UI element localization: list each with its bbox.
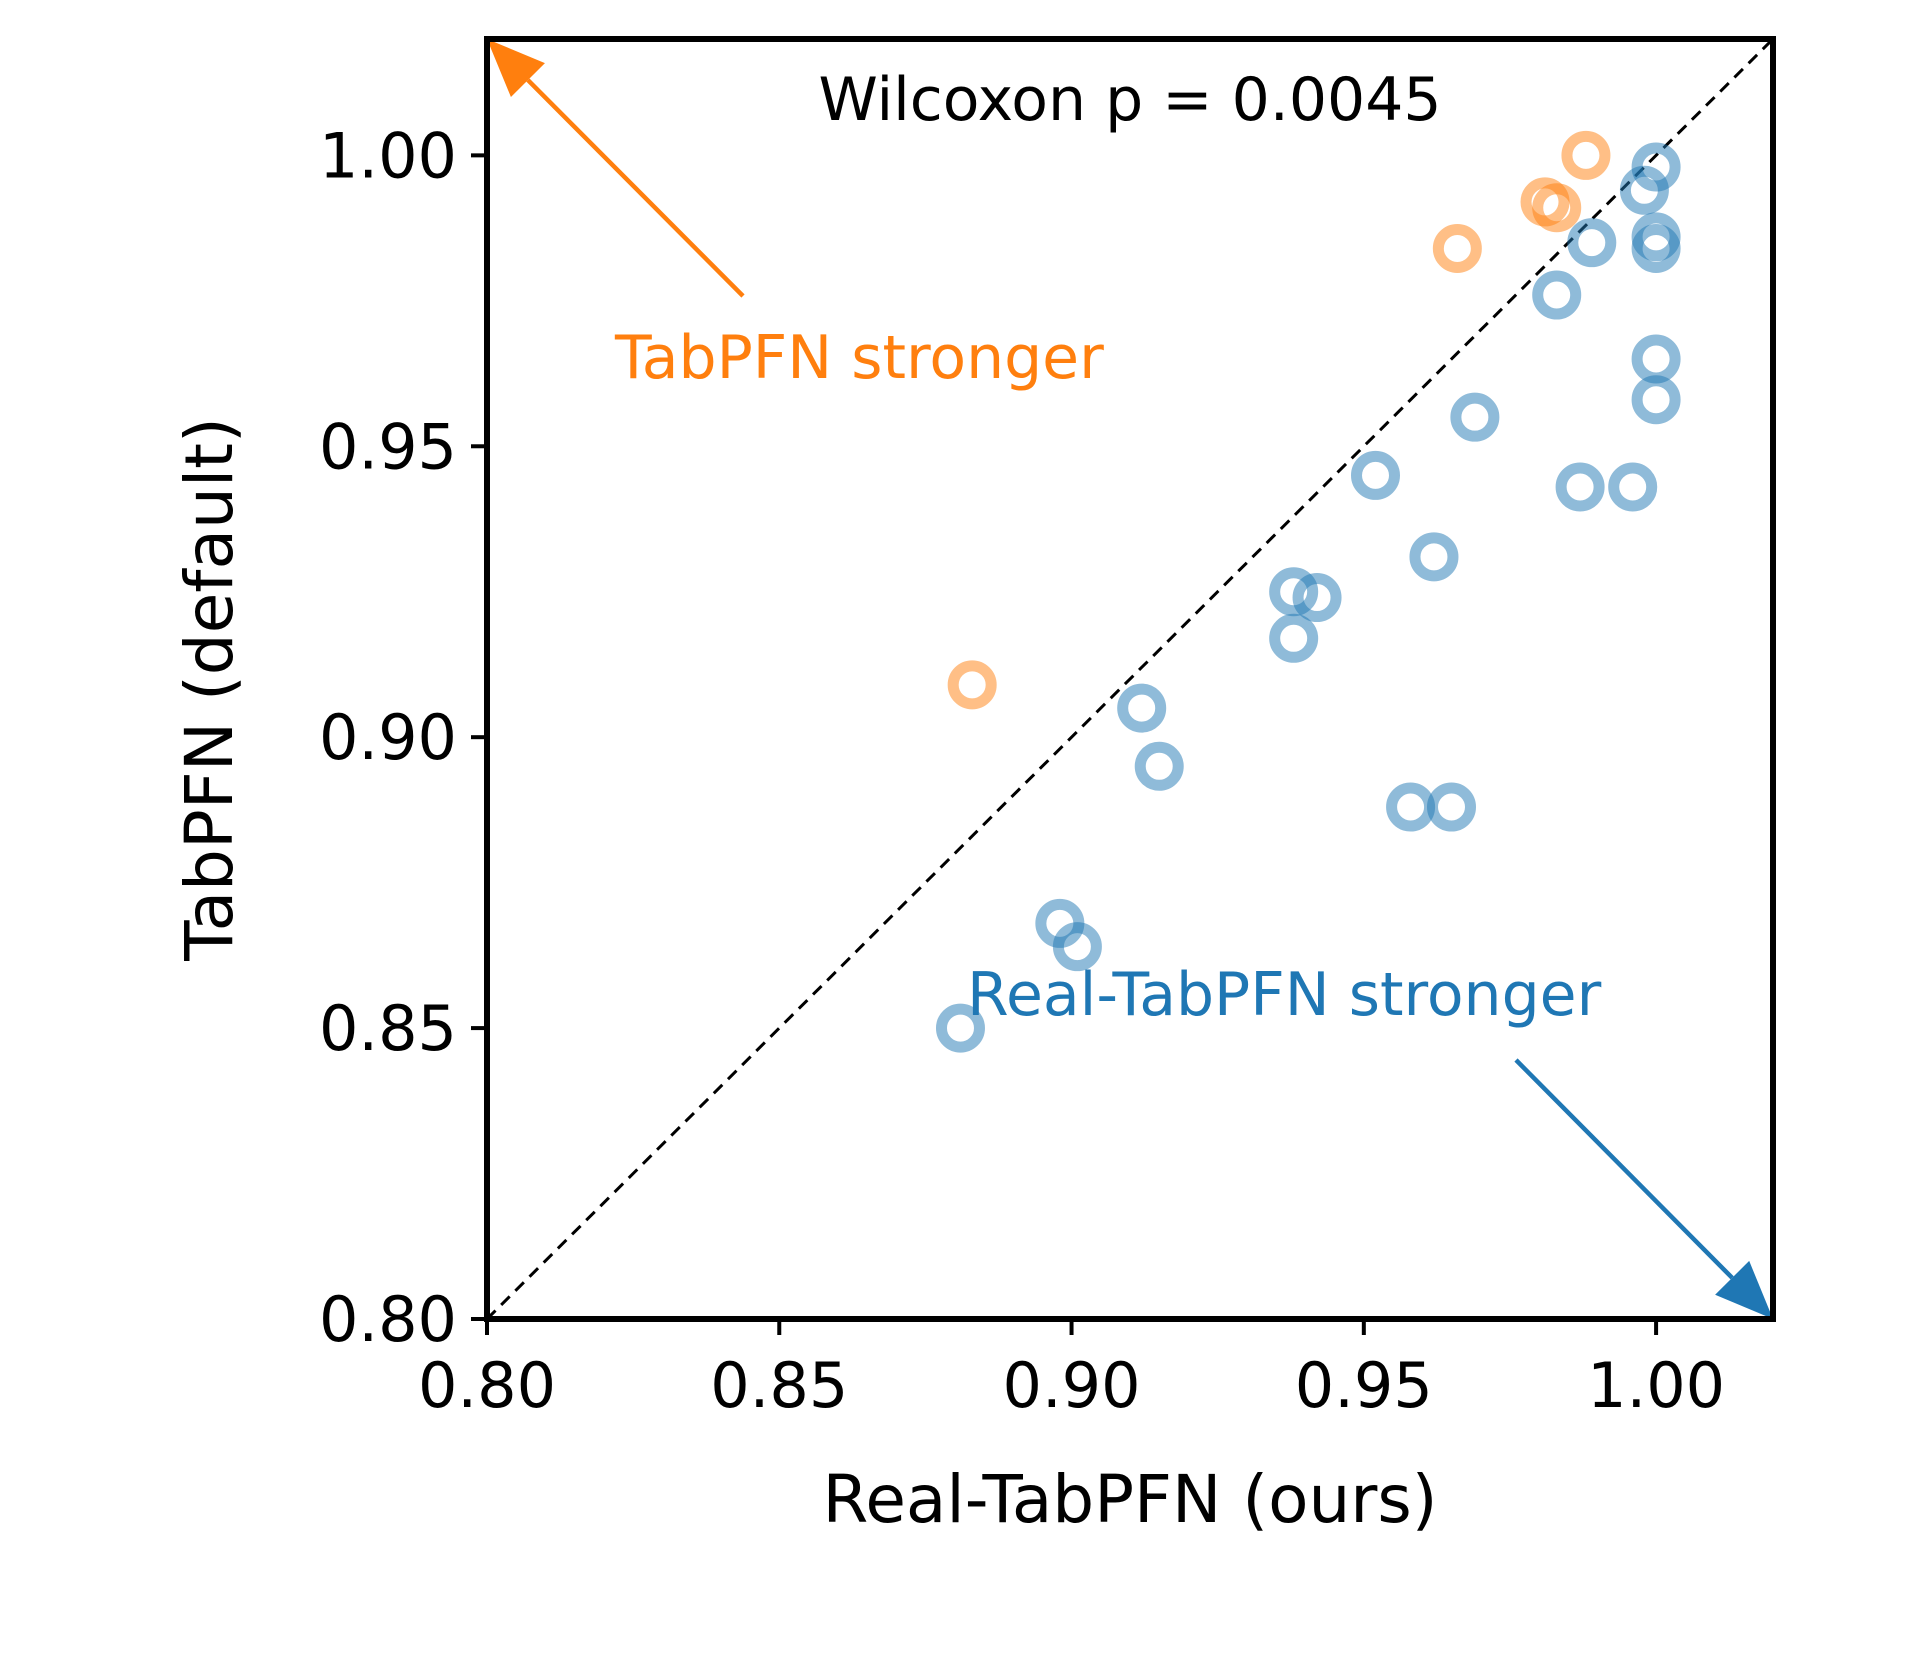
real-tabpfn-stronger-point [1619,165,1669,215]
y-axis-ticks: 0.80 0.85 0.90 0.95 1.00 [319,119,487,1356]
y-tick-label: 0.95 [319,410,457,483]
x-tick-label: 0.95 [1295,1349,1433,1422]
real-tabpfn-stronger-point [1450,392,1500,442]
real-tabpfn-stronger-point [1608,462,1658,512]
real-tabpfn-stronger-label: Real-TabPFN stronger [967,960,1602,1030]
y-tick-label: 0.85 [319,992,457,1065]
x-tick-label: 0.85 [710,1349,848,1422]
x-axis-label: Real-TabPFN (ours) [822,1461,1437,1538]
y-tick-label: 0.80 [319,1283,457,1356]
real-tabpfn-stronger-arrowhead [1715,1260,1773,1319]
real-tabpfn-stronger-point [1269,567,1319,617]
real-tabpfn-stronger-point [1351,450,1401,500]
real-tabpfn-stronger-point [935,1003,985,1053]
real-tabpfn-stronger-arrow [1514,1058,1734,1280]
real-tabpfn-stronger-point [1386,782,1436,832]
y-tick-label: 1.00 [319,119,457,192]
real-tabpfn-stronger-point [1567,218,1617,268]
x-tick-label: 0.80 [418,1349,556,1422]
real-tabpfn-stronger-point [1532,270,1582,320]
real-tabpfn-stronger-point [1631,375,1681,425]
tabpfn-stronger-point [947,660,997,710]
tabpfn-stronger-arrowhead [487,39,545,98]
tabpfn-stronger-label: TabPFN stronger [614,323,1104,393]
x-axis-ticks: 0.80 0.85 0.90 0.95 1.00 [418,1319,1725,1422]
tabpfn-stronger-point [1432,223,1482,273]
plot-frame [484,36,1776,1322]
real-tabpfn-stronger-point [1269,613,1319,663]
real-tabpfn-stronger-point [1409,532,1459,582]
data-points [935,130,1681,1053]
real-tabpfn-stronger-point [1631,223,1681,273]
real-tabpfn-stronger-point [1117,683,1167,733]
wilcoxon-annotation: Wilcoxon p = 0.0045 [818,65,1441,135]
real-tabpfn-stronger-point [1427,782,1476,832]
x-tick-label: 1.00 [1587,1349,1725,1422]
diagonal-line [485,37,1775,1321]
real-tabpfn-stronger-point [1292,573,1342,623]
tabpfn-stronger-point [1532,183,1582,233]
real-tabpfn-stronger-point [1631,334,1681,384]
real-tabpfn-stronger-point [1134,741,1184,791]
x-tick-label: 0.90 [1003,1349,1141,1422]
tabpfn-stronger-arrow [526,78,745,298]
real-tabpfn-stronger-point [1052,922,1102,972]
y-tick-label: 0.90 [319,701,457,774]
real-tabpfn-stronger-point [1555,462,1605,512]
tabpfn-stronger-point [1561,130,1611,180]
y-axis-label: TabPFN (default) [171,417,248,962]
